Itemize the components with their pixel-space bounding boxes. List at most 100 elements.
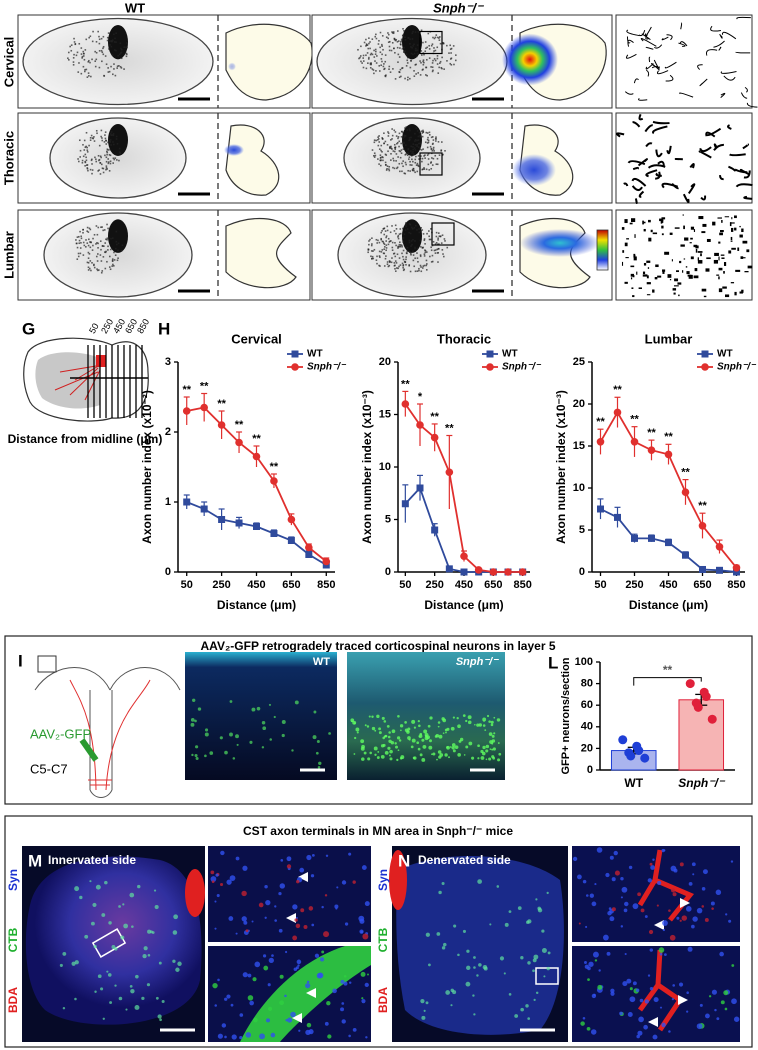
axon-fragment [734, 168, 748, 174]
synapse [306, 854, 312, 861]
synapse [300, 908, 305, 913]
stain [394, 260, 397, 262]
axon-fragment [734, 291, 737, 296]
axon-fragment [718, 256, 720, 261]
stain [369, 62, 372, 65]
stain [371, 243, 373, 245]
x-tick-label: 50 [181, 579, 193, 591]
stain [397, 156, 399, 158]
stain [434, 154, 437, 157]
axon-fragment [721, 219, 723, 223]
stain [398, 56, 401, 58]
synapse [343, 974, 347, 978]
stain [85, 38, 88, 41]
stain [87, 251, 90, 254]
data-point [640, 753, 650, 763]
axon-fragment [646, 69, 650, 77]
y-axis-label: Axon number index (x10⁻³) [360, 390, 374, 544]
stain [421, 160, 423, 163]
ctb-signal [151, 931, 155, 934]
micrograph [389, 850, 407, 910]
ctb-signal [104, 880, 108, 885]
synapse [686, 1010, 689, 1013]
stain [417, 260, 419, 263]
ctb-signal [466, 949, 470, 953]
stain [388, 65, 391, 68]
ctb-signal [504, 922, 509, 927]
stain [111, 40, 113, 43]
stain [397, 236, 399, 238]
stain [113, 33, 115, 36]
stain [421, 132, 424, 134]
synapse [364, 982, 369, 987]
significance: ** [200, 380, 209, 392]
axon-fragment [698, 150, 712, 159]
stain [414, 257, 416, 260]
stain [417, 164, 419, 167]
gfp-cell [486, 714, 490, 718]
synapse [268, 1006, 273, 1011]
stain [435, 34, 438, 36]
stain [441, 234, 444, 237]
synapse [619, 1011, 623, 1016]
synapse [638, 1016, 644, 1023]
stain [379, 265, 381, 267]
synapse [620, 925, 624, 928]
stain [378, 255, 381, 257]
synapse [691, 862, 696, 867]
stain [102, 171, 105, 174]
stain [84, 68, 86, 71]
stain [400, 149, 403, 151]
stain [431, 157, 433, 159]
gfp-cell [382, 743, 386, 747]
stain [385, 244, 388, 246]
micrograph [208, 846, 371, 942]
gfp-cell [442, 732, 445, 734]
axon-fragment [685, 266, 688, 268]
significance: ** [235, 419, 244, 431]
synapse [280, 859, 284, 862]
stain [109, 141, 111, 143]
synapse [661, 1022, 666, 1028]
stain [393, 143, 396, 146]
stain [94, 65, 97, 68]
stain [88, 59, 90, 62]
stain [441, 141, 443, 143]
stain [123, 53, 126, 56]
stain [430, 162, 432, 164]
gfp-cell [483, 720, 485, 722]
gfp-cell [317, 765, 321, 769]
stain [401, 227, 404, 230]
stain [421, 54, 423, 56]
synapse [626, 978, 632, 984]
panel-frame [4, 815, 753, 1048]
legend-marker [291, 350, 299, 358]
gfp-cell [477, 744, 480, 748]
stain [380, 231, 383, 234]
stain [81, 57, 83, 59]
synapse [650, 865, 655, 870]
stain [386, 165, 389, 167]
axon-fragment [690, 237, 693, 240]
synapse [210, 870, 215, 875]
stain [84, 153, 87, 156]
stain [116, 259, 119, 262]
stain [372, 69, 375, 71]
stain [389, 146, 391, 149]
axon-fragment [625, 257, 629, 259]
stain [81, 159, 84, 162]
stain [386, 144, 389, 146]
axon-fragment [661, 225, 664, 229]
stain [99, 173, 102, 175]
data-point [715, 543, 724, 551]
stain [384, 163, 387, 166]
ctb-signal [532, 969, 535, 973]
stain [99, 240, 102, 242]
stain [435, 231, 438, 234]
stain [370, 258, 373, 260]
stain [397, 247, 399, 249]
axon-fragment [645, 169, 658, 178]
stain [431, 260, 434, 263]
stain [407, 148, 410, 150]
synapse [598, 969, 601, 972]
